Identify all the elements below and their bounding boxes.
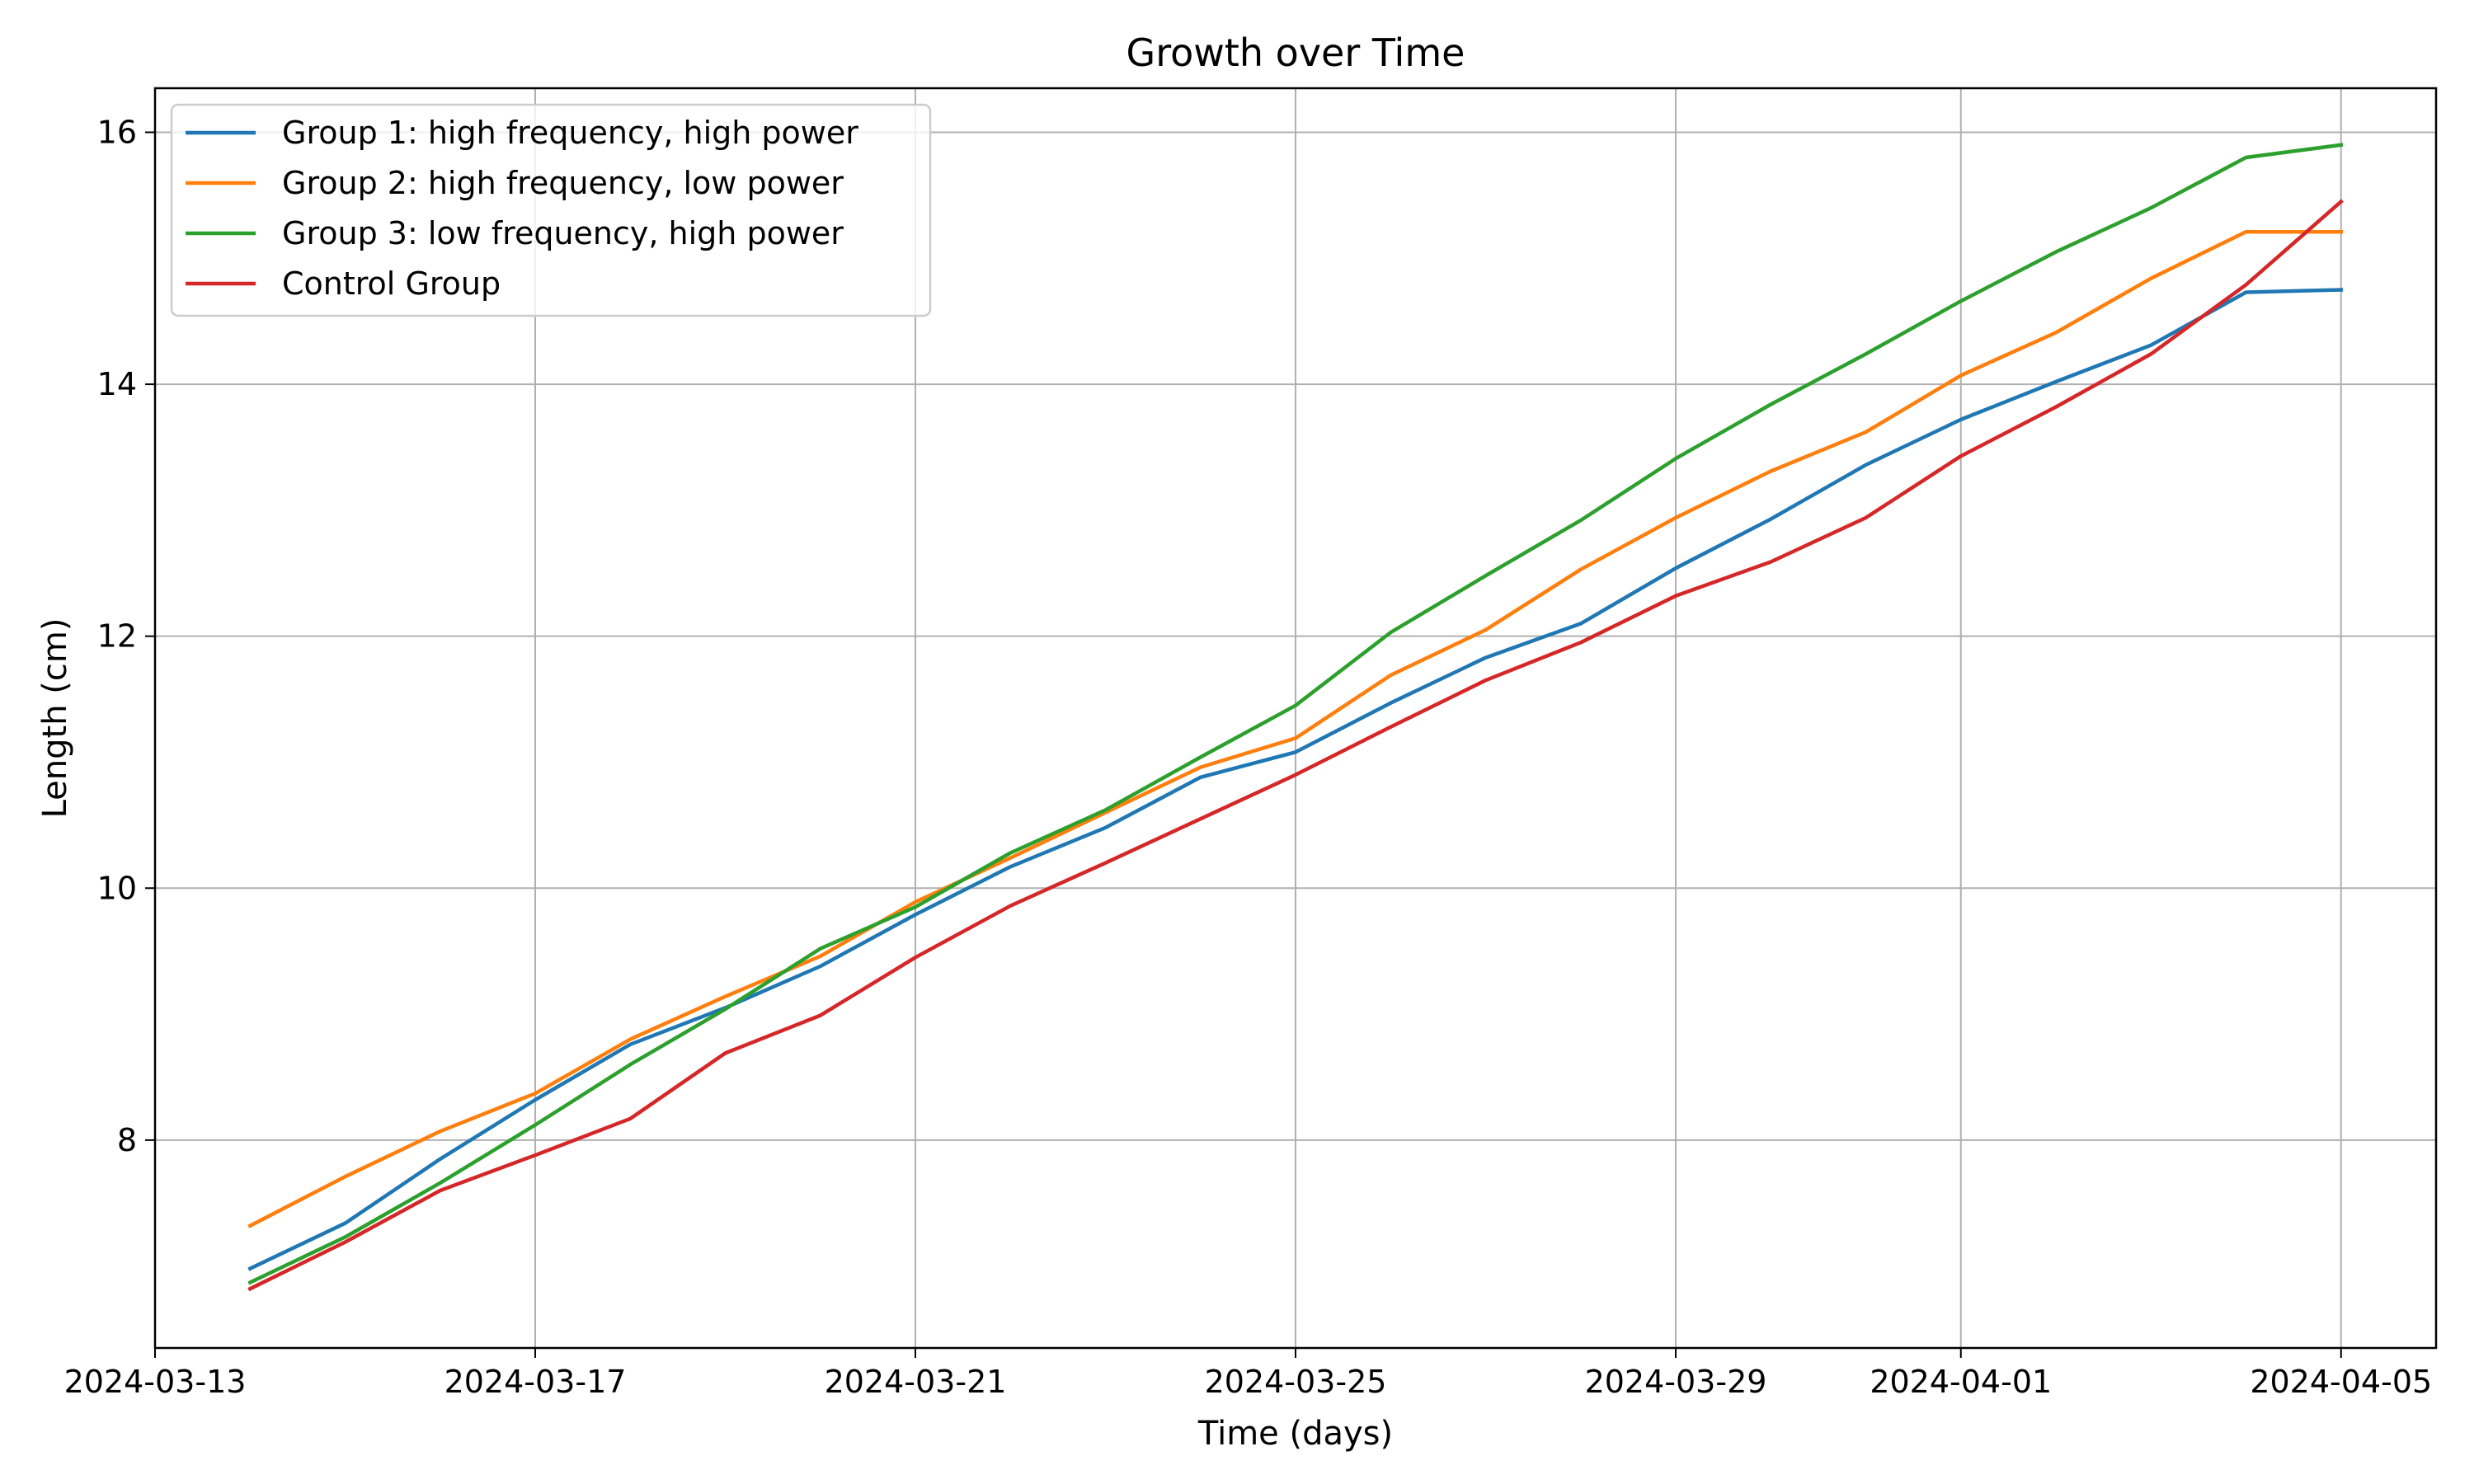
x-tick-label-6: 2024-04-05 [2250,1364,2432,1400]
series-line-3 [247,143,2344,1285]
legend-label-3: Group 3: low frequency, high power [282,215,844,251]
y-tick-label-1: 10 [97,870,137,906]
x-axis-ticks: 2024-03-13 2024-03-17 2024-03-21 2024-03-25… [64,1348,2432,1400]
legend-label-2: Group 2: high frequency, low power [282,165,844,201]
y-tick-label-4: 16 [97,114,137,150]
series-line-4 [247,199,2344,1292]
y-tick-label-3: 14 [97,366,137,402]
legend-box [170,103,932,317]
series-line-2 [247,229,2344,1228]
x-tick-label-5: 2024-04-01 [1870,1364,2052,1400]
x-tick-label-1: 2024-03-17 [444,1364,627,1400]
chart-title: Growth over Time [1126,31,1465,75]
x-tick-label-0: 2024-03-13 [64,1364,247,1400]
y-axis-label: Length (cm) [36,618,74,819]
y-tick-label-0: 8 [117,1122,137,1158]
series-lines [247,143,2344,1292]
x-tick-label-4: 2024-03-29 [1585,1364,1767,1400]
legend-items: Group 1: high frequency, high power Group… [186,115,858,302]
legend-label-4: Control Group [282,265,501,302]
x-tick-label-2: 2024-03-21 [825,1364,1007,1400]
y-axis-ticks: 8 10 12 14 16 [97,114,155,1158]
x-tick-label-3: 2024-03-25 [1205,1364,1387,1400]
x-axis-label: Time (days) [1197,1415,1393,1453]
series-line-1 [247,288,2344,1271]
legend: Group 1: high frequency, high power Group… [170,103,932,317]
y-tick-label-2: 12 [97,618,137,655]
legend-label-1: Group 1: high frequency, high power [282,115,858,151]
